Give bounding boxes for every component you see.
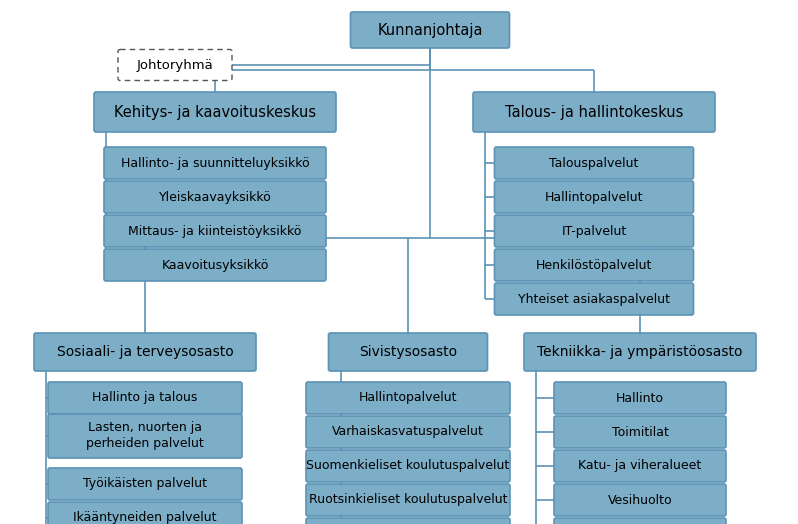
FancyBboxPatch shape bbox=[48, 414, 242, 458]
FancyBboxPatch shape bbox=[104, 147, 326, 179]
Text: Tekniikka- ja ympäristöosasto: Tekniikka- ja ympäristöosasto bbox=[537, 345, 743, 359]
Text: Ruotsinkieliset koulutuspalvelut: Ruotsinkieliset koulutuspalvelut bbox=[309, 494, 508, 507]
FancyBboxPatch shape bbox=[306, 382, 510, 414]
Text: Ikääntyneiden palvelut: Ikääntyneiden palvelut bbox=[73, 511, 217, 524]
FancyBboxPatch shape bbox=[495, 283, 693, 315]
FancyBboxPatch shape bbox=[306, 484, 510, 516]
Text: Katu- ja viheralueet: Katu- ja viheralueet bbox=[579, 460, 701, 473]
FancyBboxPatch shape bbox=[104, 181, 326, 213]
Text: Varhaiskasvatuspalvelut: Varhaiskasvatuspalvelut bbox=[332, 425, 484, 439]
Text: Yhteiset asiakaspalvelut: Yhteiset asiakaspalvelut bbox=[518, 292, 670, 305]
FancyBboxPatch shape bbox=[554, 416, 726, 448]
FancyBboxPatch shape bbox=[495, 249, 693, 281]
FancyBboxPatch shape bbox=[554, 484, 726, 516]
FancyBboxPatch shape bbox=[48, 382, 242, 414]
Text: Kehitys- ja kaavoituskeskus: Kehitys- ja kaavoituskeskus bbox=[114, 104, 316, 119]
Text: Kaavoitusyksikkö: Kaavoitusyksikkö bbox=[161, 258, 269, 271]
FancyBboxPatch shape bbox=[473, 92, 715, 132]
Text: Vesihuolto: Vesihuolto bbox=[608, 494, 672, 507]
FancyBboxPatch shape bbox=[104, 249, 326, 281]
Text: Hallintopalvelut: Hallintopalvelut bbox=[359, 391, 457, 405]
Text: Talous- ja hallintokeskus: Talous- ja hallintokeskus bbox=[505, 104, 683, 119]
FancyBboxPatch shape bbox=[118, 49, 232, 81]
Text: Lasten, nuorten ja
perheiden palvelut: Lasten, nuorten ja perheiden palvelut bbox=[86, 421, 203, 451]
Text: Mittaus- ja kiinteistöyksikkö: Mittaus- ja kiinteistöyksikkö bbox=[128, 224, 302, 237]
Text: Talouspalvelut: Talouspalvelut bbox=[549, 157, 638, 169]
Text: Hallintopalvelut: Hallintopalvelut bbox=[545, 191, 643, 203]
FancyBboxPatch shape bbox=[554, 382, 726, 414]
FancyBboxPatch shape bbox=[34, 333, 256, 371]
FancyBboxPatch shape bbox=[554, 518, 726, 524]
FancyBboxPatch shape bbox=[48, 468, 242, 500]
Text: Johtoryhmä: Johtoryhmä bbox=[136, 59, 213, 71]
Text: Kunnanjohtaja: Kunnanjohtaja bbox=[377, 23, 483, 38]
FancyBboxPatch shape bbox=[495, 215, 693, 247]
Text: Yleiskaavayksikkö: Yleiskaavayksikkö bbox=[159, 191, 271, 203]
FancyBboxPatch shape bbox=[306, 518, 510, 524]
FancyBboxPatch shape bbox=[554, 450, 726, 482]
Text: Toimitilat: Toimitilat bbox=[611, 425, 669, 439]
Text: Sosiaali- ja terveysosasto: Sosiaali- ja terveysosasto bbox=[57, 345, 233, 359]
FancyBboxPatch shape bbox=[306, 450, 510, 482]
Text: Hallinto: Hallinto bbox=[616, 391, 664, 405]
FancyBboxPatch shape bbox=[48, 502, 242, 524]
FancyBboxPatch shape bbox=[495, 181, 693, 213]
FancyBboxPatch shape bbox=[350, 12, 509, 48]
FancyBboxPatch shape bbox=[329, 333, 488, 371]
Text: Hallinto- ja suunnitteluyksikkö: Hallinto- ja suunnitteluyksikkö bbox=[120, 157, 310, 169]
FancyBboxPatch shape bbox=[94, 92, 336, 132]
Text: Suomenkieliset koulutuspalvelut: Suomenkieliset koulutuspalvelut bbox=[306, 460, 510, 473]
Text: Työikäisten palvelut: Työikäisten palvelut bbox=[83, 477, 207, 490]
FancyBboxPatch shape bbox=[524, 333, 756, 371]
Text: Henkilöstöpalvelut: Henkilöstöpalvelut bbox=[535, 258, 652, 271]
FancyBboxPatch shape bbox=[104, 215, 326, 247]
Text: Hallinto ja talous: Hallinto ja talous bbox=[93, 391, 198, 405]
FancyBboxPatch shape bbox=[495, 147, 693, 179]
Text: IT-palvelut: IT-palvelut bbox=[561, 224, 626, 237]
Text: Sivistysosasto: Sivistysosasto bbox=[359, 345, 457, 359]
FancyBboxPatch shape bbox=[306, 416, 510, 448]
